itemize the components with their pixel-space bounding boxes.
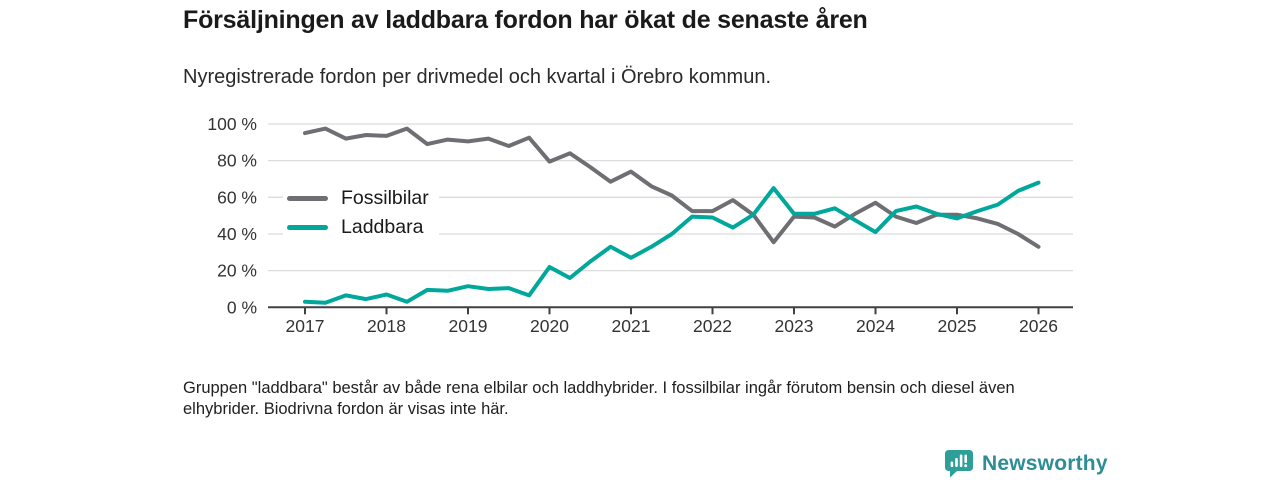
x-axis-label: 2018 xyxy=(367,316,406,336)
legend-label-fossilbilar: Fossilbilar xyxy=(341,186,429,209)
legend-label-laddbara: Laddbara xyxy=(341,215,424,238)
x-axis-label: 2026 xyxy=(1019,316,1058,336)
footnote: Gruppen "laddbara" består av både rena e… xyxy=(183,379,1015,418)
x-axis-label: 2024 xyxy=(856,316,895,336)
x-axis-label: 2021 xyxy=(612,316,651,336)
fossilbilar-line-swatch xyxy=(287,195,328,201)
legend-item-fossilbilar: Fossilbilar xyxy=(287,184,429,212)
series-line-fossilbilar xyxy=(303,126,1041,249)
y-axis-label: 100 % xyxy=(207,114,257,134)
y-axis-label: 80 % xyxy=(217,151,257,171)
x-axis-label: 2022 xyxy=(693,316,732,336)
x-axis-label: 2023 xyxy=(775,316,814,336)
y-axis-label: 0 % xyxy=(227,297,257,317)
page-subtitle: Nyregistrerade fordon per drivmedel och … xyxy=(183,66,772,88)
legend: Fossilbilar Laddbara xyxy=(283,184,439,241)
newsworthy-logo: Newsworthy xyxy=(944,449,1108,479)
x-axis-label: 2025 xyxy=(938,316,977,336)
newsworthy-logo-icon xyxy=(945,450,973,478)
y-axis-label: 60 % xyxy=(217,187,257,207)
laddbara-line-swatch xyxy=(287,224,328,230)
page-title: Försäljningen av laddbara fordon har öka… xyxy=(183,6,868,34)
newsworthy-logo-text: Newsworthy xyxy=(982,452,1108,475)
series-line-laddbara xyxy=(303,180,1041,305)
x-axis-label: 2017 xyxy=(286,316,325,336)
x-axis-label: 2019 xyxy=(449,316,488,336)
y-axis-label: 40 % xyxy=(217,224,257,244)
x-axis-label: 2020 xyxy=(530,316,569,336)
y-axis-label: 20 % xyxy=(217,261,257,281)
legend-item-laddbara: Laddbara xyxy=(287,213,429,241)
